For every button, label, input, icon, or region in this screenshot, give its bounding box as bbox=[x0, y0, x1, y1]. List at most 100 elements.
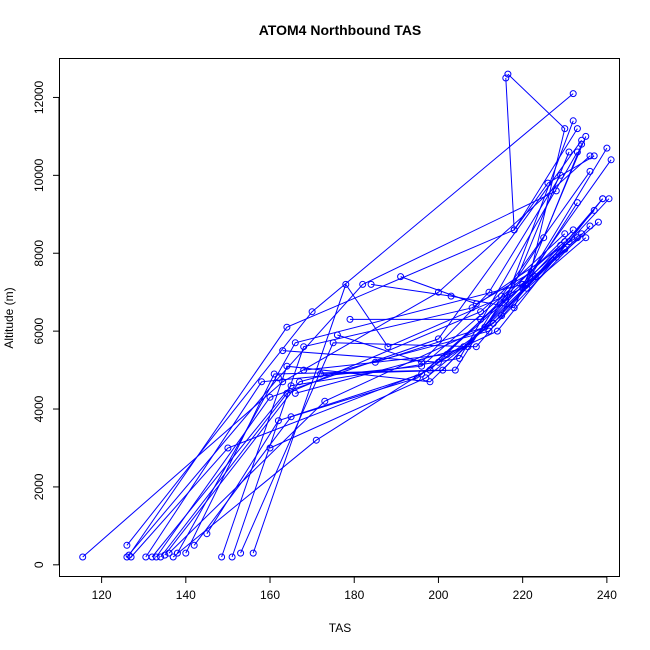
y-axis-label: Altitude (m) bbox=[2, 287, 16, 348]
data-point bbox=[266, 393, 274, 401]
data-point bbox=[477, 308, 485, 316]
data-point bbox=[502, 74, 510, 82]
data-point bbox=[123, 541, 131, 549]
data-point bbox=[283, 323, 291, 331]
data-point bbox=[371, 358, 379, 366]
data-point bbox=[477, 315, 485, 323]
data-point bbox=[561, 125, 569, 133]
data-point bbox=[190, 541, 198, 549]
data-point bbox=[274, 374, 282, 382]
series-line-3 bbox=[130, 229, 574, 558]
data-point bbox=[125, 551, 133, 559]
data-point bbox=[481, 323, 489, 331]
x-tick-label: 140 bbox=[176, 588, 196, 602]
data-point bbox=[561, 245, 569, 253]
data-point bbox=[493, 327, 501, 335]
data-point bbox=[283, 389, 291, 397]
data-point bbox=[578, 136, 586, 144]
data-point bbox=[464, 343, 472, 351]
data-point bbox=[523, 284, 531, 292]
series-line-11 bbox=[172, 256, 557, 558]
series-line-8 bbox=[160, 233, 566, 558]
data-point bbox=[468, 304, 476, 312]
data-point bbox=[182, 549, 190, 557]
series-line-26 bbox=[282, 198, 610, 363]
data-point bbox=[447, 292, 455, 300]
data-point bbox=[123, 553, 131, 561]
data-point bbox=[565, 148, 573, 156]
data-point bbox=[279, 378, 287, 386]
data-point bbox=[333, 331, 341, 339]
data-point bbox=[169, 553, 177, 561]
data-point bbox=[504, 70, 512, 78]
data-point bbox=[148, 553, 156, 561]
data-point bbox=[258, 378, 266, 386]
series-points bbox=[79, 70, 615, 561]
data-point bbox=[426, 366, 434, 374]
x-tick-label: 160 bbox=[260, 588, 280, 602]
x-tick-label: 220 bbox=[513, 588, 533, 602]
series-line-21 bbox=[505, 77, 595, 232]
series-line-7 bbox=[155, 140, 583, 558]
data-point bbox=[586, 167, 594, 175]
data-point bbox=[300, 343, 308, 351]
data-point bbox=[434, 335, 442, 343]
data-point bbox=[274, 417, 282, 425]
data-point bbox=[279, 347, 287, 355]
data-point bbox=[456, 354, 463, 362]
data-point bbox=[573, 148, 581, 156]
data-point bbox=[439, 366, 447, 374]
data-point bbox=[422, 374, 430, 382]
data-point bbox=[291, 389, 299, 397]
data-point bbox=[228, 553, 236, 561]
y-tick-label: 2000 bbox=[32, 473, 46, 500]
x-tick-label: 200 bbox=[428, 588, 448, 602]
data-point bbox=[359, 280, 367, 288]
data-point bbox=[607, 156, 615, 164]
data-point bbox=[510, 304, 518, 312]
x-axis: 120 140 160 180 200 220 240 bbox=[92, 576, 617, 602]
data-point bbox=[367, 280, 375, 288]
data-point bbox=[287, 413, 295, 421]
y-tick-label: 6000 bbox=[32, 317, 46, 344]
data-point bbox=[418, 358, 426, 366]
series-line-17 bbox=[185, 245, 561, 554]
data-point bbox=[79, 553, 87, 561]
x-tick-label: 120 bbox=[92, 588, 112, 602]
data-point bbox=[502, 296, 510, 304]
data-point bbox=[321, 397, 329, 405]
data-point bbox=[203, 530, 211, 538]
data-point bbox=[510, 226, 518, 234]
data-point bbox=[157, 553, 165, 561]
data-point bbox=[569, 90, 577, 98]
data-point bbox=[418, 370, 426, 378]
data-point bbox=[237, 549, 245, 557]
data-point bbox=[173, 549, 181, 557]
series-line-16 bbox=[252, 202, 578, 554]
data-point bbox=[498, 292, 506, 300]
data-point bbox=[451, 366, 459, 374]
data-point bbox=[569, 226, 577, 234]
data-point bbox=[586, 222, 594, 230]
data-point bbox=[346, 315, 354, 323]
x-tick-label: 240 bbox=[597, 588, 617, 602]
data-point bbox=[582, 234, 590, 242]
y-tick-label: 8000 bbox=[32, 240, 46, 267]
y-tick-label: 10000 bbox=[32, 158, 46, 192]
data-point bbox=[249, 549, 257, 557]
series-line-10 bbox=[168, 210, 595, 554]
data-point bbox=[165, 549, 173, 557]
data-point bbox=[291, 339, 299, 347]
data-point bbox=[578, 140, 586, 148]
data-point bbox=[317, 370, 325, 378]
data-point bbox=[443, 351, 451, 358]
data-point bbox=[472, 300, 480, 308]
data-point bbox=[519, 280, 527, 288]
data-point bbox=[573, 234, 581, 242]
data-point bbox=[283, 362, 291, 370]
data-point bbox=[561, 230, 569, 238]
data-point bbox=[590, 206, 598, 214]
data-point bbox=[384, 343, 392, 351]
series-line-25 bbox=[375, 144, 583, 363]
data-point bbox=[578, 230, 586, 238]
